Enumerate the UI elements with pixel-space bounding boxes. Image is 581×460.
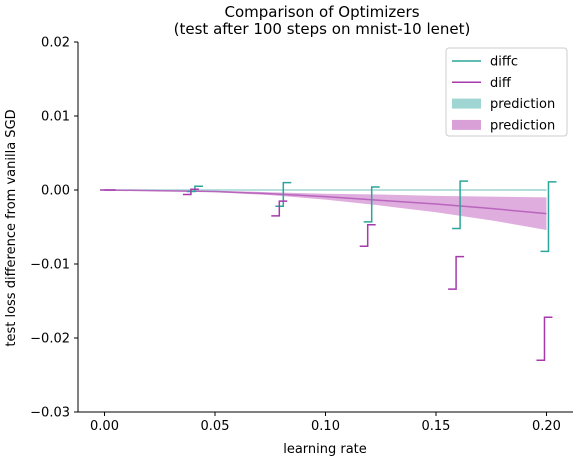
- legend-label-2: prediction: [490, 97, 555, 112]
- chart-subtitle: (test after 100 steps on mnist-10 lenet): [174, 20, 471, 38]
- diff-measurement-4: [536, 316, 553, 361]
- legend: diffc diff prediction prediction: [445, 47, 568, 137]
- plot-area: [100, 180, 557, 361]
- y-tick-label: −0.01: [30, 258, 70, 273]
- diffc-measurement-2: [363, 186, 380, 223]
- diffc-measurement-4: [540, 181, 557, 253]
- y-tick-label: 0.01: [41, 110, 70, 125]
- legend-frame: [445, 47, 568, 137]
- diff-prediction-band: [104, 190, 547, 230]
- diff-measurement-3: [448, 255, 465, 290]
- x-tick-label: 0.00: [90, 419, 119, 434]
- y-axis-ticks: −0.03 −0.02 −0.01 0.00 0.01 0.02: [30, 36, 78, 421]
- y-axis-label: test loss difference from vanilla SGD: [4, 109, 19, 346]
- y-tick-label: 0.00: [41, 184, 70, 199]
- diff-prediction-line: [104, 189, 547, 215]
- diff-measurement-2: [359, 224, 376, 247]
- x-tick-label: 0.05: [201, 419, 230, 434]
- x-tick-label: 0.20: [532, 419, 561, 434]
- x-tick-label: 0.15: [422, 419, 451, 434]
- legend-label-0: diffc: [490, 55, 518, 70]
- legend-swatch-2: [452, 98, 481, 109]
- legend-swatch-3: [452, 119, 481, 130]
- x-axis-label: learning rate: [283, 442, 367, 457]
- y-tick-label: −0.03: [30, 406, 70, 421]
- legend-label-3: prediction: [490, 118, 555, 133]
- y-tick-label: −0.02: [30, 332, 70, 347]
- diff-measurement-1: [271, 200, 288, 217]
- x-axis-ticks: 0.00 0.05 0.10 0.15 0.20: [90, 412, 561, 434]
- y-tick-label: 0.02: [41, 36, 70, 51]
- chart-title: Comparison of Optimizers: [224, 3, 419, 21]
- diffc-measurement-3: [452, 180, 469, 230]
- legend-label-1: diff: [490, 76, 512, 91]
- diff-measurement-0: [182, 188, 199, 196]
- x-tick-label: 0.10: [311, 419, 340, 434]
